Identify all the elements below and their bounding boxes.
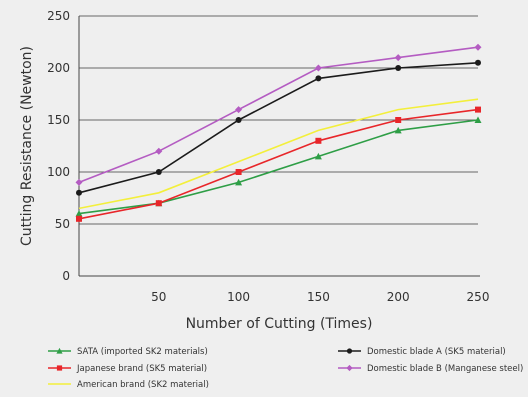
legend: SATA (imported SK2 materials) Japanese br… bbox=[48, 347, 523, 390]
legend-label: Japanese brand (SK5 material) bbox=[76, 364, 207, 374]
y-tick-label: 100 bbox=[47, 165, 70, 179]
legend-item: SATA (imported SK2 materials) bbox=[48, 347, 208, 357]
series bbox=[75, 43, 482, 222]
legend-label: American brand (SK2 material) bbox=[77, 380, 209, 390]
legend-label: Domestic blade B (Manganese steel) bbox=[367, 364, 523, 374]
series-line bbox=[78, 46, 479, 184]
series-0 bbox=[75, 116, 482, 217]
data-point bbox=[75, 210, 83, 217]
data-point bbox=[76, 215, 82, 222]
data-point bbox=[315, 75, 322, 82]
data-point bbox=[76, 189, 82, 196]
series-4 bbox=[75, 43, 482, 186]
data-point bbox=[475, 106, 481, 113]
x-tick-label: 250 bbox=[467, 290, 490, 304]
data-point bbox=[235, 106, 243, 114]
data-point bbox=[474, 43, 482, 51]
series-line bbox=[78, 62, 479, 194]
legend-label: SATA (imported SK2 materials) bbox=[77, 347, 208, 357]
x-axis-title: Number of Cutting (Times) bbox=[186, 316, 373, 332]
series-1 bbox=[76, 106, 481, 222]
legend-marker bbox=[346, 364, 353, 372]
data-point bbox=[395, 65, 402, 71]
gridlines bbox=[79, 15, 478, 225]
data-point bbox=[314, 64, 322, 72]
data-point bbox=[235, 117, 242, 123]
data-point bbox=[155, 147, 163, 155]
series-3 bbox=[76, 59, 481, 196]
data-point bbox=[475, 59, 481, 66]
x-tick-labels: 50 100 150 200 250 bbox=[151, 290, 489, 304]
x-tick-label: 150 bbox=[307, 290, 330, 304]
data-point bbox=[394, 54, 402, 62]
data-point bbox=[474, 116, 482, 123]
legend-marker bbox=[56, 365, 63, 371]
y-tick-labels: 0 50 100 150 200 250 bbox=[47, 9, 70, 283]
y-tick-label: 50 bbox=[55, 217, 70, 231]
x-tick-label: 50 bbox=[151, 290, 166, 304]
legend-item: American brand (SK2 material) bbox=[48, 380, 209, 390]
series-line bbox=[78, 108, 479, 220]
data-point bbox=[155, 169, 162, 175]
data-point bbox=[155, 200, 162, 207]
y-tick-label: 0 bbox=[62, 269, 70, 283]
y-tick-label: 200 bbox=[47, 61, 70, 75]
data-point bbox=[314, 152, 322, 160]
x-tick-label: 100 bbox=[227, 290, 250, 304]
data-point bbox=[235, 169, 242, 175]
y-axis-title: Cutting Resistance (Newton) bbox=[19, 46, 35, 246]
series-line bbox=[78, 98, 479, 210]
data-point bbox=[394, 126, 402, 134]
legend-marker bbox=[56, 347, 63, 354]
legend-item: Domestic blade A (SK5 material) bbox=[338, 347, 506, 357]
y-tick-label: 150 bbox=[47, 113, 70, 127]
data-point bbox=[75, 178, 83, 186]
series-2 bbox=[78, 98, 479, 210]
series-line bbox=[78, 119, 479, 215]
data-point bbox=[315, 137, 322, 144]
legend-item: Japanese brand (SK5 material) bbox=[48, 364, 207, 374]
data-point bbox=[395, 117, 402, 123]
y-tick-label: 250 bbox=[47, 9, 70, 23]
axes bbox=[78, 16, 480, 277]
data-point bbox=[235, 178, 243, 186]
legend-label: Domestic blade A (SK5 material) bbox=[367, 347, 506, 357]
legend-marker bbox=[346, 348, 353, 354]
legend-item: Domestic blade B (Manganese steel) bbox=[338, 364, 523, 374]
x-tick-label: 200 bbox=[387, 290, 410, 304]
